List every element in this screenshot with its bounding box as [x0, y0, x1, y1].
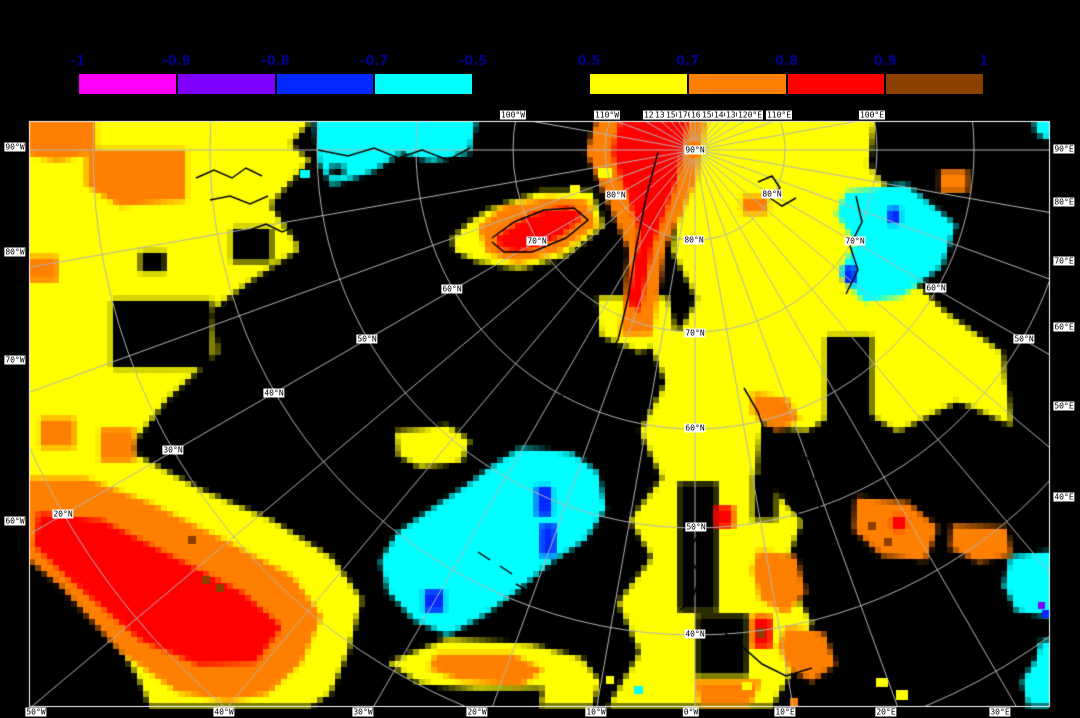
- graticule-label-50N-12: 50°N: [685, 522, 707, 532]
- graticule-label-70N-5: 70°N: [844, 236, 866, 246]
- edge-label-bottom-7: 20°E: [875, 707, 897, 717]
- edge-label-right-3: 60°E: [1053, 322, 1075, 332]
- edge-label-top-11: 110°E: [765, 110, 793, 120]
- edge-label-top-1: 110°W: [593, 110, 621, 120]
- edge-label-top-0: 100°W: [499, 110, 527, 120]
- edge-label-left-1: 80°W: [4, 247, 26, 257]
- graticule-label-40N-13: 40°N: [263, 388, 285, 398]
- graticule-label-30N-15: 30°N: [162, 445, 184, 455]
- edge-label-right-1: 80°E: [1053, 197, 1075, 207]
- colorbar-negative-tick-0: -1: [70, 54, 86, 69]
- edge-label-bottom-6: 10°E: [774, 707, 796, 717]
- colorbar-negative-segment-0: [78, 73, 177, 95]
- colorbar-positive: [589, 73, 984, 95]
- edge-label-right-4: 50°E: [1053, 401, 1075, 411]
- edge-label-bottom-5: 0°W: [682, 707, 700, 717]
- colorbar-positive-segment-1: [687, 73, 787, 95]
- edge-label-bottom-8: 30°E: [989, 707, 1011, 717]
- colorbar-positive-tick-2: 0.8: [774, 54, 799, 69]
- graticule-label-50N-10: 50°N: [356, 334, 378, 344]
- colorbar-positive-segment-0: [589, 73, 688, 95]
- graticule-label-80N-1: 80°N: [605, 190, 627, 200]
- edge-label-left-3: 60°W: [4, 516, 26, 526]
- colorbar-positive-segment-2: [786, 73, 886, 95]
- edge-label-right-5: 40°E: [1053, 492, 1075, 502]
- edge-label-bottom-1: 40°W: [213, 707, 235, 717]
- colorbar-negative-tick-1: -0.9: [162, 54, 191, 69]
- colorbar-negative-segment-3: [374, 73, 473, 95]
- edge-label-top-12: 100°E: [858, 110, 886, 120]
- graticule-label-60N-8: 60°N: [925, 283, 947, 293]
- colorbar-positive-tick-0: 0.5: [577, 54, 601, 69]
- edge-label-left-0: 90°W: [4, 142, 26, 152]
- edge-label-bottom-4: 10°W: [585, 707, 607, 717]
- colorbar-positive-tick-1: 0.7: [676, 54, 700, 69]
- edge-label-left-2: 70°W: [4, 355, 26, 365]
- colorbar-positive-tick-3: 0.9: [873, 54, 897, 69]
- edge-label-bottom-3: 20°W: [466, 707, 488, 717]
- colorbar-negative-tick-3: -0.7: [360, 54, 389, 69]
- colorbar-negative-tick-2: -0.8: [261, 54, 290, 69]
- edge-label-top-10: 120°E: [736, 110, 764, 120]
- colorbar-negative-tick-4: -0.5: [458, 54, 488, 69]
- edge-label-bottom-2: 30°W: [352, 707, 374, 717]
- colorbar-positive-tick-4: 1: [979, 54, 989, 69]
- graticule-label-20N-16: 20°N: [52, 509, 74, 519]
- graticule-label-80N-2: 80°N: [761, 189, 783, 199]
- graticule-label-60N-9: 60°N: [684, 423, 706, 433]
- graticule-label-80N-3: 80°N: [683, 235, 705, 245]
- graticule-label-70N-4: 70°N: [526, 236, 548, 246]
- colorbar-positive-segment-3: [885, 73, 984, 95]
- graticule-label-60N-7: 60°N: [441, 284, 463, 294]
- colorbar-negative-segment-1: [176, 73, 276, 95]
- colorbar-negative-segment-2: [275, 73, 375, 95]
- graticule-label-90N-0: 90°N: [684, 145, 706, 155]
- edge-label-bottom-0: 50°W: [25, 707, 47, 717]
- edge-label-right-0: 90°E: [1053, 144, 1075, 154]
- graticule-label-50N-11: 50°N: [1013, 334, 1035, 344]
- colorbar-negative: [78, 73, 473, 95]
- graticule-label-70N-6: 70°N: [684, 328, 706, 338]
- edge-label-right-2: 70°E: [1053, 256, 1075, 266]
- graticule-label-40N-14: 40°N: [684, 629, 706, 639]
